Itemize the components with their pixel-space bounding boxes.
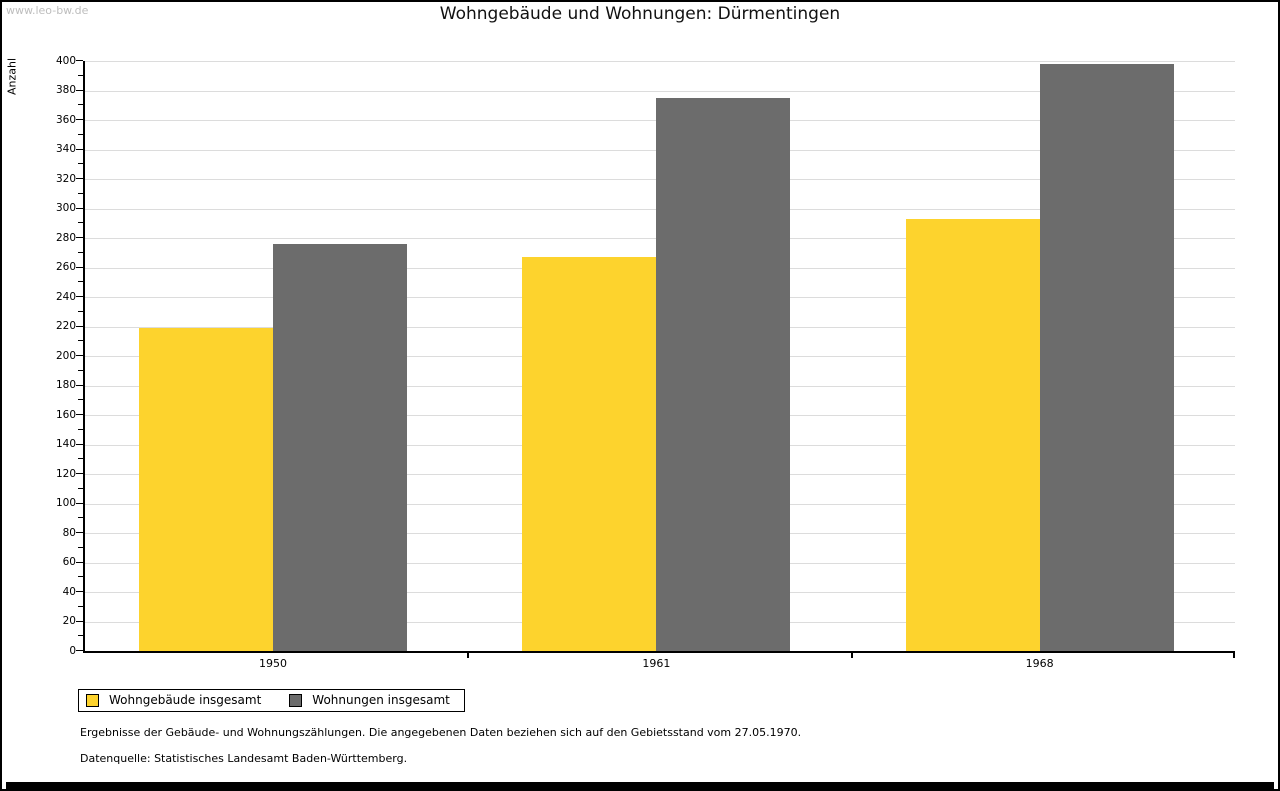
- y-tick-label-240: 240: [55, 290, 76, 303]
- legend-label-0: Wohngebäude insgesamt: [109, 693, 262, 707]
- bar-1950-series-1: [273, 243, 407, 651]
- x-axis-end-tick: [1233, 651, 1235, 658]
- x-tick-label-1968: 1968: [1025, 657, 1054, 670]
- y-major-tick-320: [76, 178, 83, 179]
- y-major-tick-260: [76, 266, 83, 268]
- y-tick-label-260: 260: [55, 261, 76, 273]
- y-major-tick-300: [76, 207, 83, 209]
- y-tick-label-300: 300: [55, 202, 76, 214]
- y-tick-label-160: 160: [55, 408, 76, 421]
- bar-1961-series-0: [522, 257, 657, 651]
- y-major-tick-40: [76, 591, 83, 592]
- y-major-tick-60: [76, 561, 83, 563]
- y-major-tick-80: [76, 532, 83, 533]
- x-boundary-tick-2: [850, 651, 853, 658]
- chart-title: Wohngebäude und Wohnungen: Dürmentingen: [439, 4, 841, 24]
- y-tick-label-60: 60: [62, 556, 76, 568]
- y-minor-tick-150: [78, 428, 83, 430]
- gridline-400: [85, 61, 1235, 62]
- y-minor-tick-10: [78, 635, 83, 637]
- y-tick-label-200: 200: [55, 349, 76, 362]
- footnote-line-1: Ergebnisse der Gebäude- und Wohnungszähl…: [80, 726, 802, 739]
- plot-area: 0 20 40 60 80 100 120 140 160 180 200 220 240 260 280 3…: [56, 55, 1235, 670]
- y-tick-label-120: 120: [55, 467, 76, 480]
- y-major-tick-20: [76, 620, 83, 622]
- y-tick-label-100: 100: [55, 497, 76, 509]
- y-tick-label-220: 220: [55, 320, 76, 332]
- y-tick-label-40: 40: [62, 585, 76, 598]
- y-major-tick-380: [76, 89, 83, 91]
- y-tick-label-180: 180: [55, 379, 76, 391]
- y-tick-label-0: 0: [69, 644, 76, 657]
- y-major-tick-140: [76, 443, 83, 445]
- y-minor-tick-190: [78, 369, 83, 371]
- gridline-380: [85, 90, 1235, 92]
- y-minor-tick-110: [78, 487, 83, 489]
- x-boundary-tick-1: [467, 651, 470, 658]
- y-major-tick-240: [76, 296, 83, 297]
- footnote-line-2: Datenquelle: Statistisches Landesamt Bad…: [80, 752, 408, 765]
- y-minor-tick-330: [78, 163, 83, 165]
- y-tick-label-80: 80: [62, 526, 76, 539]
- y-minor-tick-130: [78, 458, 83, 460]
- y-minor-tick-90: [78, 517, 83, 519]
- x-tick-label-1950: 1950: [259, 657, 287, 670]
- y-minor-tick-170: [78, 399, 83, 401]
- y-major-tick-160: [76, 414, 83, 415]
- y-tick-label-320: 320: [55, 172, 76, 185]
- legend-label-1: Wohnungen insgesamt: [312, 693, 450, 707]
- y-major-tick-180: [76, 384, 83, 386]
- y-minor-tick-50: [78, 576, 83, 578]
- y-major-tick-400: [76, 60, 83, 61]
- y-axis-title: Anzahl: [5, 57, 19, 96]
- y-major-tick-340: [76, 148, 83, 150]
- y-major-tick-100: [76, 502, 83, 504]
- y-minor-tick-30: [78, 605, 83, 607]
- y-minor-tick-230: [78, 310, 83, 312]
- legend-swatch-icon-1: [289, 694, 303, 707]
- bar-1961-series-1: [656, 97, 791, 651]
- bottom-frame-bar: [6, 782, 1274, 789]
- y-major-tick-360: [76, 119, 83, 120]
- y-major-tick-120: [76, 473, 83, 474]
- legend: Wohngebäude insgesamt Wohnungen insgesamt: [78, 689, 465, 712]
- legend-swatch-icon-0: [86, 694, 99, 707]
- y-minor-tick-70: [78, 546, 83, 548]
- y-major-tick-280: [76, 237, 83, 238]
- y-minor-tick-290: [78, 222, 83, 224]
- y-major-tick-220: [76, 325, 83, 327]
- y-major-tick-200: [76, 355, 83, 356]
- bar-1968-series-1: [1039, 63, 1174, 651]
- y-minor-tick-310: [78, 192, 83, 194]
- bar-1950-series-0: [139, 327, 273, 651]
- legend-item-1: Wohnungen insgesamt: [289, 693, 450, 708]
- y-tick-label-360: 360: [55, 113, 76, 126]
- y-minor-tick-210: [78, 340, 83, 342]
- y-minor-tick-270: [78, 251, 83, 253]
- y-tick-label-20: 20: [62, 615, 76, 627]
- y-tick-label-280: 280: [55, 231, 76, 244]
- y-tick-label-140: 140: [55, 438, 76, 450]
- x-tick-label-1961: 1961: [642, 657, 671, 670]
- y-minor-tick-370: [78, 104, 83, 106]
- y-minor-tick-390: [78, 74, 83, 76]
- y-minor-tick-250: [78, 281, 83, 283]
- y-tick-label-400: 400: [55, 54, 76, 67]
- bar-1968-series-0: [905, 218, 1040, 651]
- y-tick-label-380: 380: [55, 84, 76, 96]
- watermark-text: www.leo-bw.de: [6, 4, 89, 17]
- legend-item-0: Wohngebäude insgesamt: [86, 693, 261, 708]
- y-minor-tick-350: [78, 133, 83, 135]
- y-major-tick-0: [76, 650, 83, 651]
- y-tick-label-340: 340: [55, 143, 76, 155]
